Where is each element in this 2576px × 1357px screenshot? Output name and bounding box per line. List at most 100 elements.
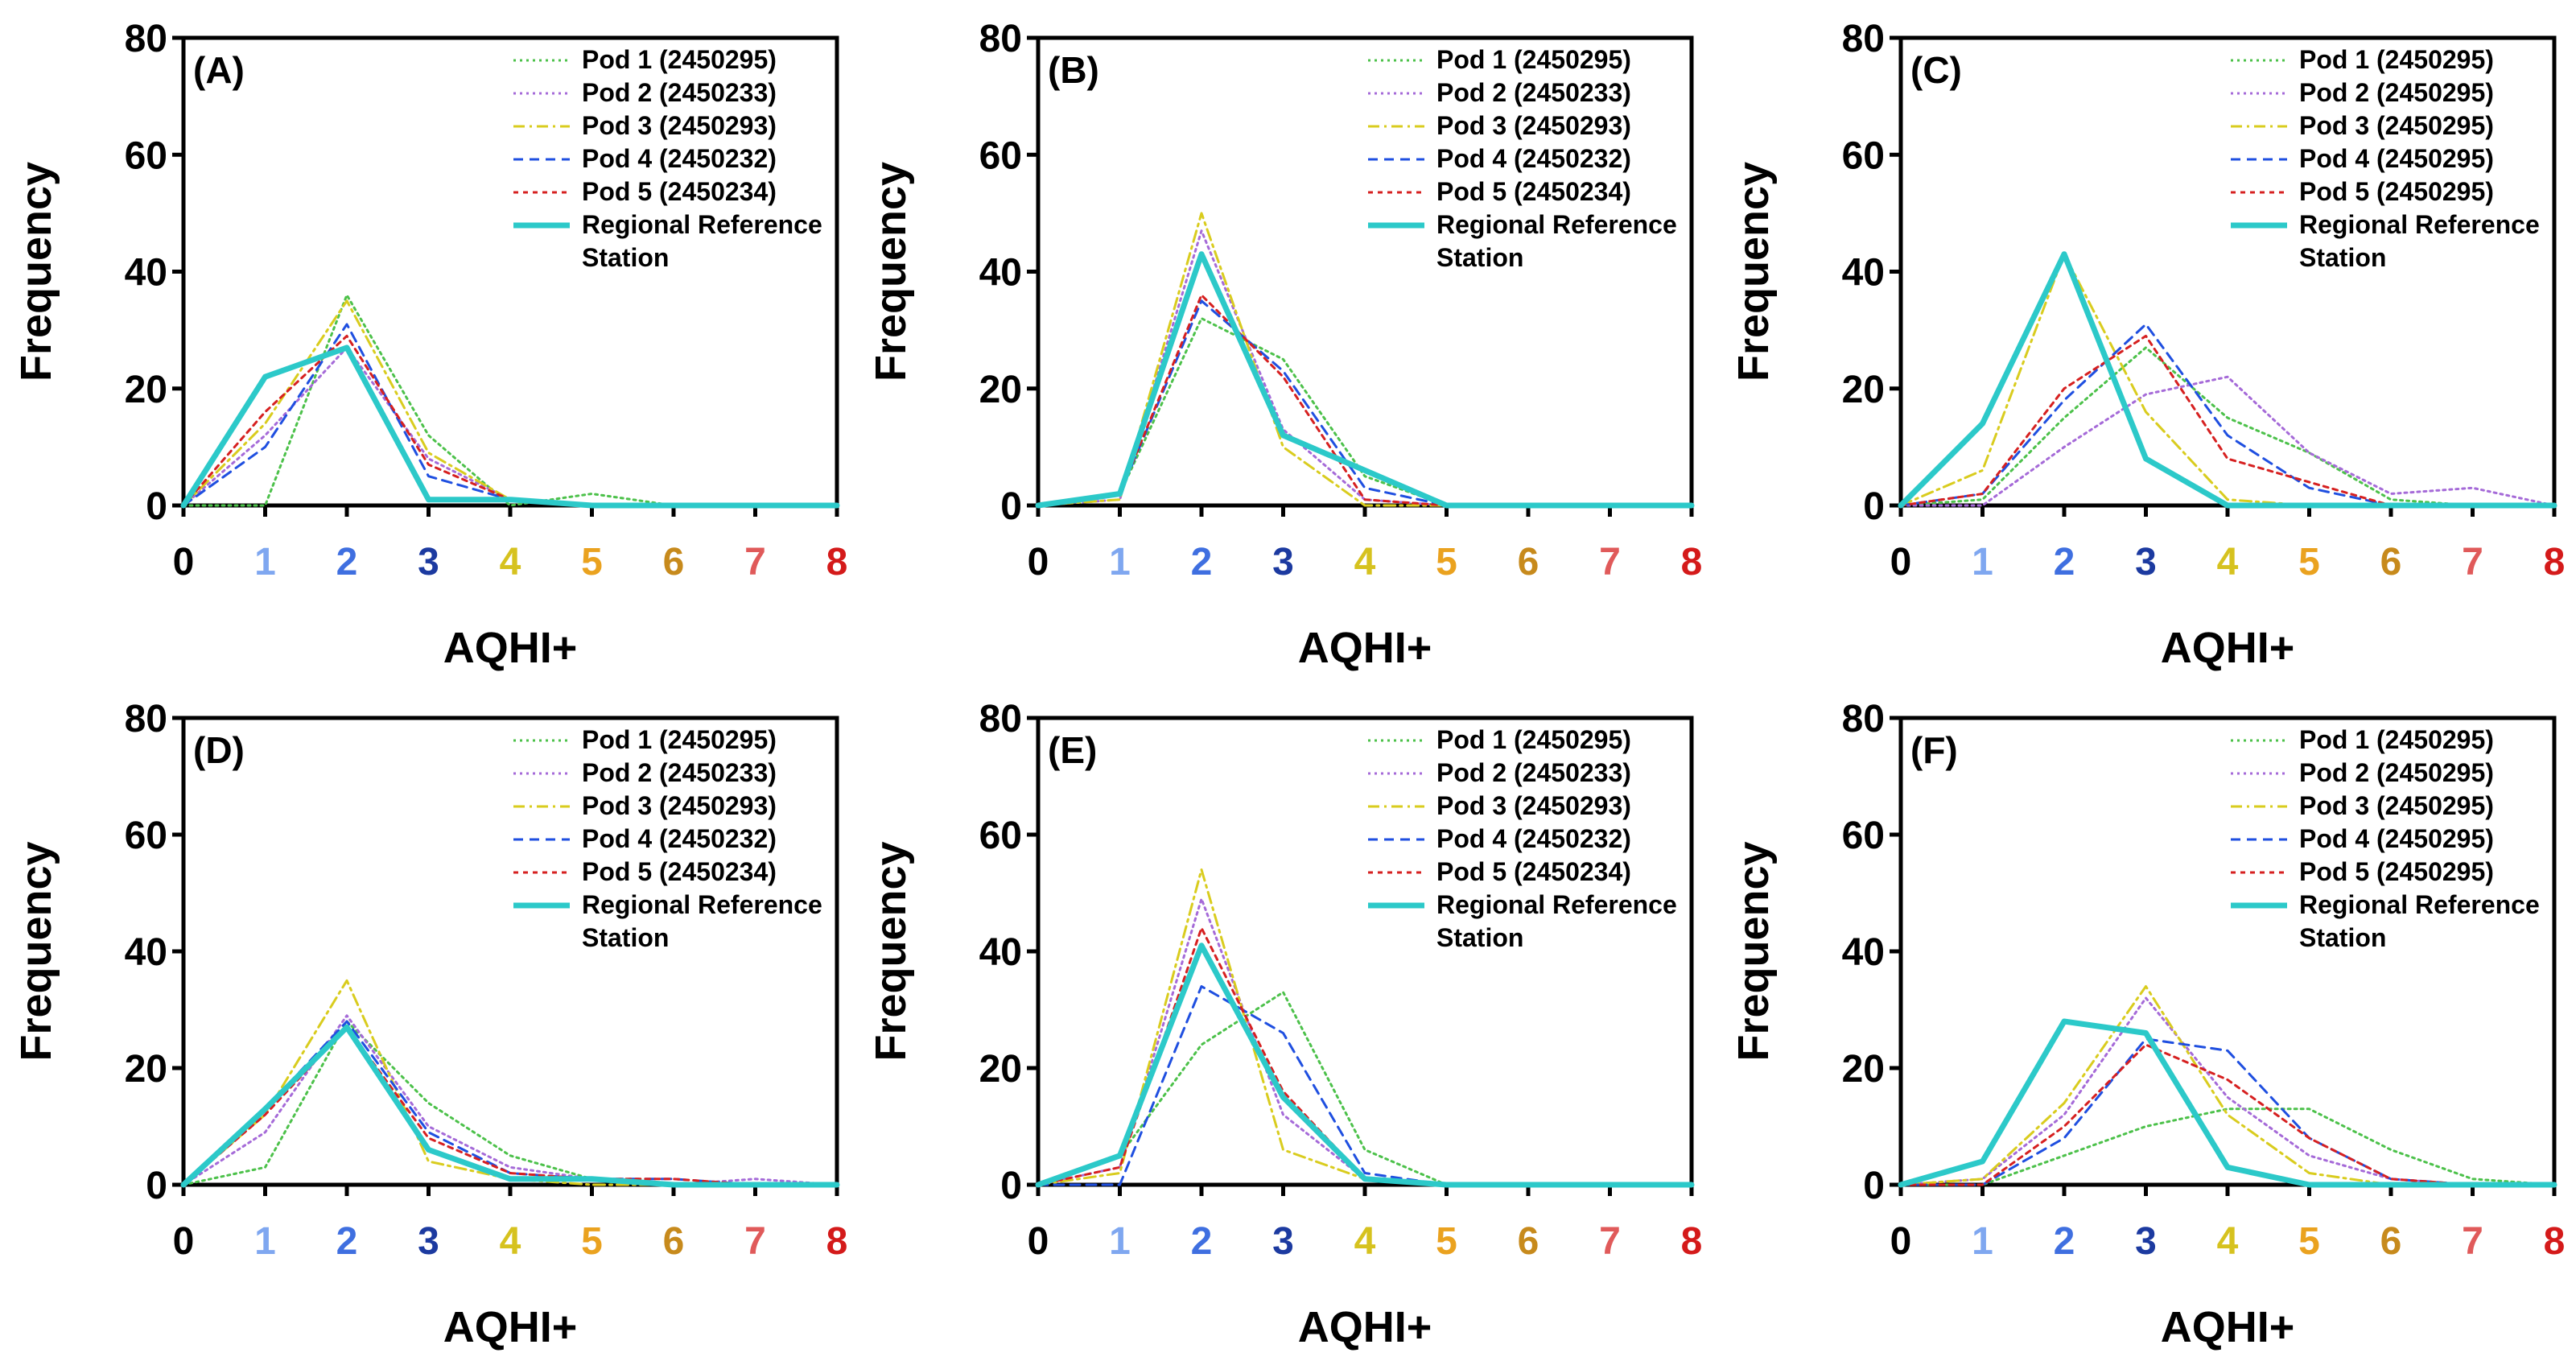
- data-point-pod3: [2145, 410, 2148, 414]
- y-tick-label: 60: [1842, 134, 1885, 177]
- data-point-pod3: [2063, 1102, 2066, 1105]
- legend-label-ref: Station: [582, 923, 669, 952]
- data-point-pod4: [2145, 323, 2148, 326]
- data-point-ref: [672, 1183, 675, 1186]
- chart-panel-5: 0 20 40 60 80 0 1 2 3 4 5 6 7 8 AQHI+ Frequency (E) Pod 1…: [867, 698, 1702, 1351]
- data-point-ref: [1200, 944, 1203, 947]
- x-tick-label: 0: [1890, 1220, 1912, 1263]
- data-point-pod2: [427, 1125, 431, 1128]
- data-point-pod1: [591, 492, 594, 495]
- data-point-pod2: [1200, 897, 1203, 901]
- x-axis-title: AQHI+: [443, 624, 578, 672]
- data-point-pod5: [427, 463, 431, 466]
- legend-label-pod3: Pod 3 (2450293): [1436, 791, 1631, 820]
- data-point-pod2: [2063, 445, 2066, 448]
- data-point-pod2: [264, 1131, 267, 1134]
- data-point-ref: [1445, 504, 1449, 507]
- data-point-ref: [2389, 504, 2393, 507]
- x-tick-label: 8: [2544, 541, 2566, 584]
- x-tick-label: 2: [2054, 541, 2075, 584]
- x-tick-label: 4: [2217, 1220, 2239, 1263]
- x-axis-title: AQHI+: [443, 1303, 578, 1351]
- data-point-ref: [2553, 504, 2556, 507]
- data-point-pod1: [2471, 1178, 2475, 1181]
- data-point-ref: [835, 504, 839, 507]
- data-point-pod4: [1363, 486, 1366, 489]
- data-point-pod4: [427, 1131, 431, 1134]
- data-point-pod1: [2389, 498, 2393, 501]
- data-point-pod3: [1200, 212, 1203, 215]
- data-point-ref: [1200, 253, 1203, 256]
- data-point-pod4: [2308, 486, 2311, 489]
- chart-panel-1: 0 20 40 60 80 0 1 2 3 4 5 6 7 8 AQHI+ Frequency (A) Pod 1…: [12, 18, 847, 672]
- data-point-ref: [345, 346, 348, 349]
- data-point-pod5: [2063, 1125, 2066, 1128]
- data-point-ref: [1981, 422, 1985, 425]
- x-tick-label: 4: [500, 541, 521, 584]
- x-tick-label: 5: [2298, 541, 2320, 584]
- x-tick-label: 3: [2135, 1220, 2157, 1263]
- y-tick-label: 0: [1000, 485, 1022, 528]
- legend-label-ref: Station: [2299, 243, 2386, 272]
- data-point-pod1: [1363, 475, 1366, 478]
- data-point-pod1: [2145, 346, 2148, 349]
- legend-label-pod1: Pod 1 (2450295): [1436, 45, 1631, 74]
- data-point-pod5: [1981, 1183, 1985, 1186]
- data-point-pod5: [2063, 387, 2066, 390]
- x-tick-label: 0: [1890, 541, 1912, 584]
- data-point-ref: [1282, 1095, 1285, 1099]
- data-point-pod5: [2226, 1079, 2229, 1082]
- data-point-pod5: [2145, 334, 2148, 337]
- x-tick-label: 1: [254, 1220, 276, 1263]
- data-point-pod1: [509, 504, 512, 507]
- legend-label-ref: Regional Reference: [2299, 210, 2540, 239]
- data-point-pod2: [1282, 1113, 1285, 1116]
- y-tick-label: 0: [146, 1165, 167, 1207]
- data-point-ref: [1037, 504, 1040, 507]
- data-point-pod5: [345, 334, 348, 337]
- series-line-ref: [1898, 1018, 2557, 1188]
- legend-label-pod1: Pod 1 (2450295): [582, 45, 777, 74]
- data-point-ref: [2145, 457, 2148, 460]
- x-tick-label: 7: [1599, 541, 1621, 584]
- data-point-pod5: [509, 1172, 512, 1175]
- data-point-ref: [2145, 1032, 2148, 1035]
- data-point-pod5: [1981, 492, 1985, 495]
- data-point-pod1: [264, 1165, 267, 1169]
- data-point-pod5: [672, 1178, 675, 1181]
- data-point-ref: [2553, 1183, 2556, 1186]
- y-tick-label: 40: [979, 252, 1022, 295]
- data-point-ref: [264, 375, 267, 378]
- legend-label-pod5: Pod 5 (2450234): [1436, 177, 1631, 206]
- data-point-pod4: [264, 445, 267, 448]
- data-point-pod4: [1282, 369, 1285, 373]
- data-point-ref: [1037, 1183, 1040, 1186]
- series-line-ref: [180, 344, 840, 509]
- data-point-ref: [509, 498, 512, 501]
- data-point-pod2: [1200, 229, 1203, 233]
- data-point-ref: [264, 1107, 267, 1111]
- data-point-ref: [591, 1178, 594, 1181]
- y-tick-label: 80: [979, 698, 1022, 740]
- x-tick-label: 3: [418, 1220, 439, 1263]
- x-tick-label: 0: [173, 1220, 195, 1263]
- series-line-ref: [1898, 251, 2557, 509]
- data-point-pod5: [2389, 1178, 2393, 1181]
- panel-label: (E): [1048, 729, 1097, 771]
- x-tick-label: 6: [663, 541, 685, 584]
- y-tick-label: 80: [1842, 18, 1885, 60]
- y-tick-label: 20: [1842, 369, 1885, 411]
- legend-label-pod2: Pod 2 (2450233): [582, 758, 777, 787]
- x-tick-label: 2: [1191, 1220, 1213, 1263]
- data-point-pod2: [509, 1165, 512, 1169]
- y-tick-label: 40: [125, 931, 167, 974]
- data-point-ref: [754, 504, 757, 507]
- x-axis-title: AQHI+: [2161, 1303, 2295, 1351]
- data-point-pod4: [2226, 434, 2229, 437]
- x-tick-label: 5: [581, 1220, 603, 1263]
- legend-label-ref: Regional Reference: [2299, 890, 2540, 919]
- legend-label-pod4: Pod 4 (2450232): [582, 824, 777, 853]
- x-tick-label: 8: [2544, 1220, 2566, 1263]
- series-line-pod2: [1899, 375, 2556, 507]
